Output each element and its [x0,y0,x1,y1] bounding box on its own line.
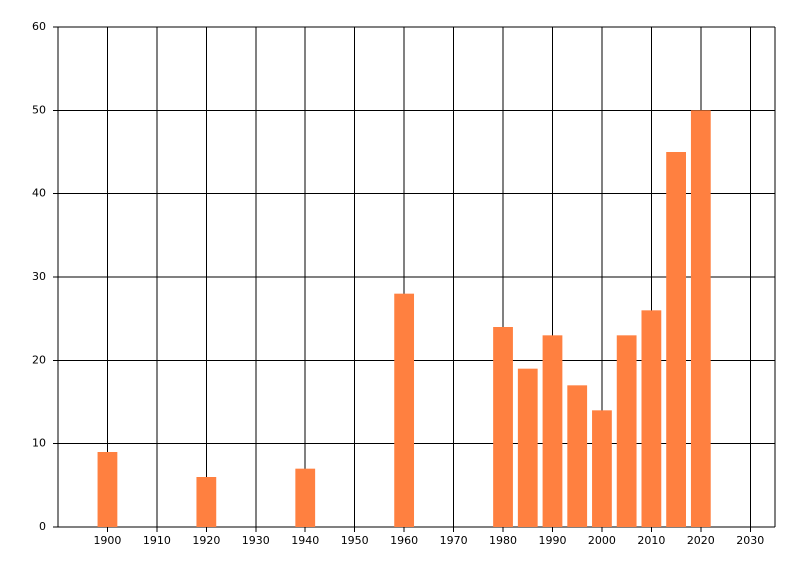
bar [517,368,538,527]
bar [542,335,563,527]
x-tick-label: 1940 [291,534,319,547]
bar [666,152,686,527]
bar [295,468,316,527]
x-tick-label: 1900 [93,534,121,547]
x-tick-label: 2020 [687,534,715,547]
y-tick-label: 50 [32,103,46,116]
y-tick-label: 60 [32,20,46,33]
x-tick-label: 1930 [242,534,270,547]
x-tick-label: 2000 [588,534,616,547]
x-tick-label: 1960 [390,534,418,547]
bar [592,410,612,527]
x-tick-label: 1950 [341,534,369,547]
bar [641,310,662,527]
bar [196,477,217,527]
bar [567,385,588,527]
bar [493,327,513,527]
y-tick-label: 10 [32,437,46,450]
x-tick-label: 2030 [736,534,764,547]
x-tick-label: 1990 [538,534,566,547]
x-tick-label: 1910 [143,534,171,547]
x-tick-label: 1970 [440,534,468,547]
y-tick-label: 30 [32,270,46,283]
bar [616,335,637,527]
bar [690,110,711,527]
x-tick-label: 2010 [637,534,665,547]
y-tick-label: 40 [32,187,46,200]
y-tick-label: 20 [32,353,46,366]
x-tick-label: 1980 [489,534,517,547]
x-tick-label: 1920 [192,534,220,547]
bar [97,452,118,527]
y-tick-label: 0 [39,520,46,533]
bar [394,293,415,527]
